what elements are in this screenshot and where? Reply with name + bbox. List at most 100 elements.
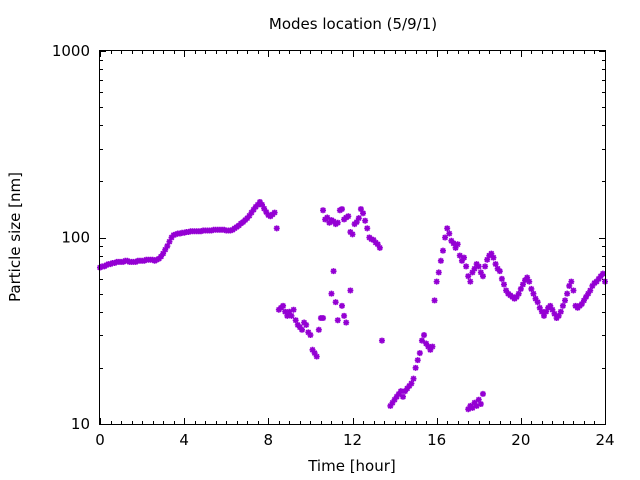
data-point xyxy=(465,273,472,280)
data-point xyxy=(404,385,411,392)
data-point xyxy=(334,317,341,324)
data-point xyxy=(551,310,558,317)
data-point xyxy=(522,277,529,284)
data-point xyxy=(536,304,543,311)
data-point xyxy=(547,302,554,309)
data-point xyxy=(338,206,345,213)
data-point xyxy=(418,337,425,344)
data-point xyxy=(593,278,600,285)
data-point xyxy=(580,297,587,304)
data-point xyxy=(425,343,432,350)
x-tick-label: 20 xyxy=(511,431,530,449)
data-point xyxy=(530,290,537,297)
data-point xyxy=(557,308,564,315)
data-point xyxy=(246,212,253,219)
data-point xyxy=(585,290,592,297)
data-point xyxy=(256,199,263,206)
data-point xyxy=(376,244,383,251)
data-point xyxy=(513,293,520,300)
data-point xyxy=(454,241,461,248)
data-point xyxy=(566,282,573,289)
data-point xyxy=(578,300,585,307)
y-tick-label: 1000 xyxy=(52,42,90,60)
data-point xyxy=(439,247,446,254)
data-point xyxy=(311,350,318,357)
data-point xyxy=(345,213,352,220)
data-point xyxy=(564,290,571,297)
data-point xyxy=(492,261,499,268)
data-point xyxy=(414,357,421,364)
data-point xyxy=(364,225,371,232)
x-tick-label: 0 xyxy=(95,431,105,449)
data-point xyxy=(444,225,451,232)
data-point xyxy=(595,275,602,282)
x-tick-label: 24 xyxy=(595,431,614,449)
data-point xyxy=(433,278,440,285)
data-point xyxy=(412,364,419,371)
x-tick-label: 4 xyxy=(179,431,189,449)
data-point xyxy=(465,406,472,413)
data-point xyxy=(583,293,590,300)
data-point xyxy=(538,308,545,315)
x-tick-label: 8 xyxy=(264,431,274,449)
data-point xyxy=(305,329,312,336)
data-point xyxy=(296,324,303,331)
data-point xyxy=(400,393,406,400)
data-point xyxy=(471,399,478,406)
data-point xyxy=(452,244,459,251)
data-point xyxy=(555,312,562,319)
data-point xyxy=(467,278,474,285)
data-point xyxy=(271,209,278,216)
data-point xyxy=(475,263,482,270)
data-point xyxy=(484,256,491,263)
data-point xyxy=(423,340,430,347)
data-point xyxy=(410,375,417,382)
data-point xyxy=(263,209,270,216)
data-point xyxy=(315,326,322,333)
data-point xyxy=(158,253,165,260)
data-point xyxy=(597,273,604,280)
data-point xyxy=(303,321,310,328)
data-point xyxy=(589,282,596,289)
data-point xyxy=(387,402,394,409)
data-point xyxy=(332,299,339,306)
data-point xyxy=(166,238,173,245)
data-point xyxy=(562,297,569,304)
data-point xyxy=(437,257,444,264)
data-point xyxy=(549,306,556,313)
data-point xyxy=(309,346,316,353)
data-point xyxy=(461,254,468,261)
data-point xyxy=(494,265,501,272)
data-point xyxy=(353,219,360,226)
data-point xyxy=(286,308,293,315)
data-point xyxy=(475,396,482,403)
data-point xyxy=(349,231,356,238)
data-point xyxy=(254,201,261,208)
data-point xyxy=(280,302,287,309)
data-point xyxy=(517,285,524,292)
data-point xyxy=(446,230,453,237)
data-point xyxy=(299,326,305,333)
data-point xyxy=(357,206,364,213)
data-point xyxy=(343,319,350,326)
data-point xyxy=(498,275,505,282)
data-point xyxy=(160,250,167,257)
data-point xyxy=(568,278,575,285)
data-point xyxy=(292,317,299,324)
data-point xyxy=(259,201,266,208)
data-point xyxy=(402,388,409,395)
data-point xyxy=(442,234,449,241)
data-point xyxy=(534,299,541,306)
data-point xyxy=(284,312,291,319)
data-point xyxy=(290,306,297,313)
y-axis-title: Particle size [nm] xyxy=(6,172,24,302)
data-point xyxy=(408,380,415,387)
y-tick-label: 100 xyxy=(61,229,90,247)
data-point xyxy=(273,225,280,232)
data-point xyxy=(448,237,455,244)
x-axis-title: Time [hour] xyxy=(307,457,396,475)
data-point xyxy=(515,290,522,297)
data-point xyxy=(334,219,341,226)
data-point xyxy=(355,215,362,222)
